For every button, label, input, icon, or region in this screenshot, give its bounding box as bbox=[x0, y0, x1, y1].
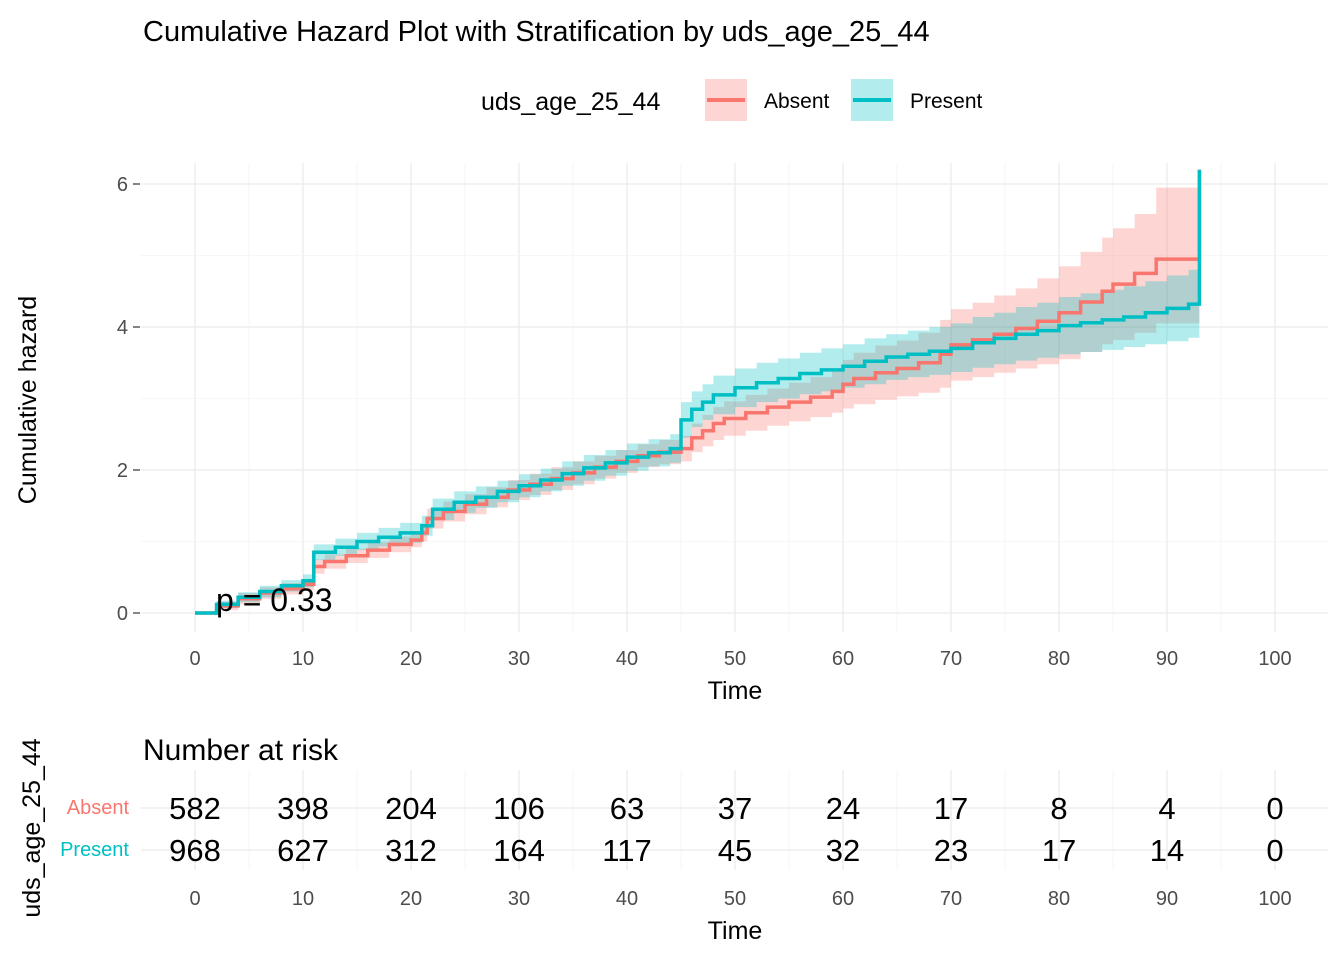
main-grid bbox=[141, 163, 1328, 632]
risk-value-present: 14 bbox=[1150, 833, 1184, 868]
risk-value-absent: 398 bbox=[277, 791, 329, 826]
risk-value-present: 968 bbox=[169, 833, 221, 868]
hazard-line-absent bbox=[195, 169, 1202, 615]
risk-value-present: 17 bbox=[1042, 833, 1076, 868]
chart-title: Cumulative Hazard Plot with Stratificati… bbox=[143, 16, 930, 48]
risk-value-present: 312 bbox=[385, 833, 437, 868]
risk-x-tick-label: 50 bbox=[724, 888, 746, 910]
risk-x-tick-label: 30 bbox=[508, 888, 530, 910]
risk-x-tick-label: 70 bbox=[940, 888, 962, 910]
legend-label-absent: Absent bbox=[764, 90, 830, 113]
x-tick-label: 100 bbox=[1258, 648, 1291, 670]
x-tick-labels: 0 10 20 30 40 50 60 70 80 90 100 bbox=[189, 648, 1291, 670]
risk-x-tick-label: 100 bbox=[1258, 888, 1291, 910]
risk-value-absent: 37 bbox=[718, 791, 752, 826]
risk-row-label-absent: Absent bbox=[67, 797, 130, 819]
y-tick-label: 6 bbox=[117, 174, 128, 196]
y-tick-label: 0 bbox=[117, 603, 128, 625]
risk-x-tick-labels: 0 10 20 30 40 50 60 70 80 90 100 bbox=[189, 888, 1291, 910]
risk-x-tick-label: 90 bbox=[1156, 888, 1178, 910]
x-tick-label: 10 bbox=[292, 648, 314, 670]
risk-value-absent: 0 bbox=[1266, 791, 1283, 826]
y-tick-labels: 0 2 4 6 bbox=[117, 174, 140, 625]
x-tick-label: 40 bbox=[616, 648, 638, 670]
ci-band-absent bbox=[195, 187, 1200, 613]
p-value-annotation: p = 0.33 bbox=[216, 582, 333, 618]
hazard-line-present bbox=[195, 169, 1202, 615]
risk-value-absent: 17 bbox=[934, 791, 968, 826]
hazard-lines bbox=[195, 169, 1202, 615]
risk-value-present: 23 bbox=[934, 833, 968, 868]
risk-x-tick-label: 0 bbox=[189, 888, 200, 910]
risk-y-axis-title: uds_age_25_44 bbox=[18, 738, 46, 917]
risk-grid bbox=[141, 770, 1328, 870]
risk-value-present: 0 bbox=[1266, 833, 1283, 868]
risk-value-present: 164 bbox=[493, 833, 545, 868]
x-tick-label: 70 bbox=[940, 648, 962, 670]
risk-row-labels: Absent Present bbox=[60, 797, 129, 861]
risk-value-absent: 204 bbox=[385, 791, 437, 826]
x-tick-label: 90 bbox=[1156, 648, 1178, 670]
risk-value-absent: 8 bbox=[1050, 791, 1067, 826]
risk-x-tick-label: 60 bbox=[832, 888, 854, 910]
risk-values: 582 398 204 106 63 37 24 17 8 4 0 968 627 312 164 117 45… bbox=[169, 791, 1283, 868]
x-tick-label: 20 bbox=[400, 648, 422, 670]
risk-table-title: Number at risk bbox=[143, 734, 339, 767]
x-tick-label: 60 bbox=[832, 648, 854, 670]
risk-value-absent: 24 bbox=[826, 791, 860, 826]
x-tick-label: 80 bbox=[1048, 648, 1070, 670]
risk-x-axis-title: Time bbox=[708, 917, 763, 945]
legend-item-absent: Absent bbox=[705, 79, 830, 121]
y-tick-label: 4 bbox=[117, 317, 128, 339]
risk-row-label-present: Present bbox=[60, 839, 129, 861]
y-axis-title: Cumulative hazard bbox=[14, 296, 42, 504]
main-plot: 0 2 4 6 0 10 20 30 40 50 60 70 80 90 100 Cumulative h… bbox=[14, 163, 1328, 705]
x-tick-label: 50 bbox=[724, 648, 746, 670]
legend-label-present: Present bbox=[910, 90, 983, 113]
legend: uds_age_25_44 Absent Present bbox=[481, 79, 983, 121]
risk-x-tick-label: 10 bbox=[292, 888, 314, 910]
x-tick-label: 30 bbox=[508, 648, 530, 670]
risk-value-present: 45 bbox=[718, 833, 752, 868]
risk-value-present: 627 bbox=[277, 833, 329, 868]
legend-item-present: Present bbox=[851, 79, 983, 121]
risk-x-tick-label: 20 bbox=[400, 888, 422, 910]
risk-value-absent: 63 bbox=[610, 791, 644, 826]
risk-value-absent: 582 bbox=[169, 791, 221, 826]
x-axis-title: Time bbox=[708, 677, 763, 705]
risk-value-present: 32 bbox=[826, 833, 860, 868]
risk-x-tick-label: 80 bbox=[1048, 888, 1070, 910]
risk-value-absent: 4 bbox=[1158, 791, 1175, 826]
y-tick-label: 2 bbox=[117, 460, 128, 482]
risk-value-absent: 106 bbox=[493, 791, 545, 826]
legend-title: uds_age_25_44 bbox=[481, 88, 660, 116]
risk-value-present: 117 bbox=[602, 833, 651, 868]
x-tick-label: 0 bbox=[189, 648, 200, 670]
risk-x-tick-label: 40 bbox=[616, 888, 638, 910]
